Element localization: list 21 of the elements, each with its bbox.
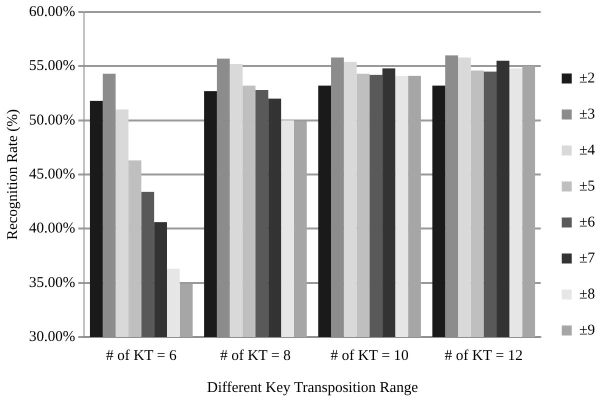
y-tick-label: 55.00% bbox=[28, 58, 76, 74]
x-tick-label: # of KT = 6 bbox=[106, 348, 178, 364]
y-axis-title: Recognition Rate (%) bbox=[4, 109, 21, 240]
x-tick-label: # of KT = 12 bbox=[444, 348, 523, 364]
y-tick-label: 30.00% bbox=[28, 328, 76, 345]
y-tick-label: 45.00% bbox=[28, 166, 76, 182]
legend-label: ±2 bbox=[579, 70, 595, 86]
legend-label: ±4 bbox=[579, 142, 596, 158]
x-axis-title: Different Key Transposition Range bbox=[207, 380, 418, 396]
legend-label: ±6 bbox=[579, 214, 596, 230]
legend-label: ±9 bbox=[579, 322, 595, 338]
legend-label: ±7 bbox=[579, 250, 596, 266]
legend-label: ±3 bbox=[579, 106, 595, 122]
x-tick-label: # of KT = 10 bbox=[330, 348, 409, 364]
y-tick-label: 50.00% bbox=[28, 112, 76, 128]
x-tick-label: # of KT = 8 bbox=[220, 348, 291, 364]
y-tick-label: 35.00% bbox=[28, 274, 76, 291]
legend-label: ±8 bbox=[579, 286, 595, 302]
y-tick-label: 40.00% bbox=[28, 220, 76, 237]
y-tick-label: 60.00% bbox=[28, 4, 76, 20]
legend-label: ±5 bbox=[579, 178, 595, 194]
